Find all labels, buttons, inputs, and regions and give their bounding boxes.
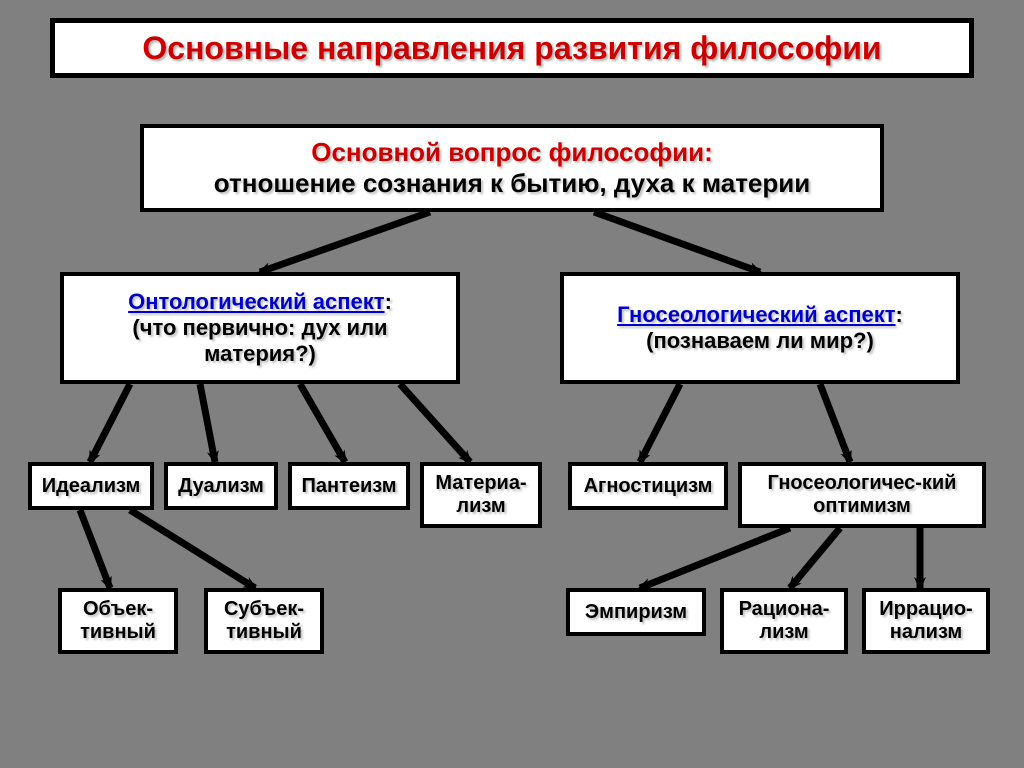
leaf-dualism: Дуализм [164,462,278,510]
aspect-right-sub1: (познаваем ли мир?) [646,328,874,354]
leaf-gnos-opt-l1: Гносеологичес-кий [768,472,957,495]
leaf-pantheism: Пантеизм [288,462,410,510]
question-box: Основной вопрос философии: отношение соз… [140,124,884,212]
aspect-left-title: Онтологический аспект [128,289,385,314]
leaf-idealism: Идеализм [28,462,154,510]
question-line2: отношение сознания к бытию, духа к матер… [214,168,810,199]
leaf-rationalism: Рациона- лизм [720,588,848,654]
question-line1: Основной вопрос философии: [311,137,713,168]
leaf-agnosticism: Агностицизм [568,462,728,510]
aspect-right-title: Гносеологический аспект [617,302,895,327]
leaf-materialism-l1: Материа- [435,472,526,495]
leaf-objective-l2: тивный [80,621,156,644]
leaf-objective-l1: Объек- [83,598,153,621]
leaf-gnos-optimism: Гносеологичес-кий оптимизм [738,462,986,528]
aspect-left-sub1: (что первично: дух или [132,315,387,341]
leaf-subjective-l1: Субъек- [224,598,304,621]
leaf-idealism-label: Идеализм [42,475,141,498]
leaf-agnosticism-label: Агностицизм [584,475,713,498]
leaf-pantheism-label: Пантеизм [301,475,396,498]
leaf-empiricism-label: Эмпиризм [585,601,687,624]
leaf-materialism-l2: лизм [456,495,505,518]
leaf-dualism-label: Дуализм [178,475,264,498]
leaf-empiricism: Эмпиризм [566,588,706,636]
leaf-gnos-opt-l2: оптимизм [813,495,911,518]
leaf-irrationalism-l2: нализм [890,621,962,644]
title-text: Основные направления развития философии [142,30,881,67]
leaf-rationalism-l1: Рациона- [739,598,830,621]
leaf-objective: Объек- тивный [58,588,178,654]
leaf-irrationalism: Иррацио- нализм [862,588,990,654]
leaf-materialism: Материа- лизм [420,462,542,528]
leaf-subjective-l2: тивный [226,621,302,644]
aspect-ontological: Онтологический аспект: (что первично: ду… [60,272,460,384]
leaf-subjective: Субъек- тивный [204,588,324,654]
leaf-rationalism-l2: лизм [759,621,808,644]
aspect-left-sub2: материя?) [204,341,316,367]
leaf-irrationalism-l1: Иррацио- [879,598,972,621]
aspect-gnoseological: Гносеологический аспект: (познаваем ли м… [560,272,960,384]
title-box: Основные направления развития философии [50,18,974,78]
